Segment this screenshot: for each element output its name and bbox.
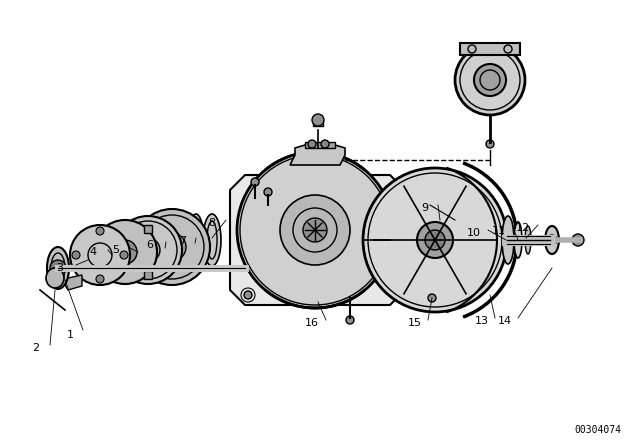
- Ellipse shape: [525, 226, 531, 254]
- Bar: [305, 142, 335, 148]
- Bar: [143, 225, 152, 233]
- Text: 7: 7: [179, 236, 187, 246]
- Circle shape: [346, 316, 354, 324]
- Circle shape: [428, 294, 436, 302]
- Circle shape: [96, 275, 104, 283]
- Circle shape: [417, 222, 453, 258]
- Circle shape: [134, 209, 210, 285]
- Circle shape: [321, 140, 329, 148]
- Bar: [460, 43, 520, 55]
- Circle shape: [547, 235, 557, 245]
- Polygon shape: [230, 175, 405, 305]
- Circle shape: [363, 168, 507, 312]
- Ellipse shape: [203, 214, 221, 266]
- Text: 10: 10: [467, 228, 481, 238]
- Circle shape: [251, 178, 259, 186]
- Circle shape: [237, 152, 393, 308]
- Text: 16: 16: [305, 318, 319, 328]
- Circle shape: [114, 216, 182, 284]
- Text: 8: 8: [209, 218, 216, 228]
- Ellipse shape: [188, 214, 204, 270]
- Text: 6: 6: [147, 240, 154, 250]
- Text: 11: 11: [492, 226, 506, 236]
- Polygon shape: [65, 275, 82, 290]
- Circle shape: [308, 140, 316, 148]
- Ellipse shape: [514, 222, 522, 258]
- Circle shape: [72, 251, 80, 259]
- Text: 13: 13: [475, 316, 489, 326]
- Bar: [99, 225, 106, 233]
- Bar: [313, 121, 323, 126]
- Circle shape: [158, 233, 186, 261]
- Text: 2: 2: [33, 343, 40, 353]
- Text: 3: 3: [56, 263, 63, 273]
- Text: 15: 15: [408, 318, 422, 328]
- Ellipse shape: [47, 247, 69, 289]
- Circle shape: [70, 225, 130, 285]
- Circle shape: [425, 230, 445, 250]
- Circle shape: [96, 227, 104, 235]
- Text: 5: 5: [113, 245, 120, 255]
- Bar: [99, 271, 106, 279]
- Circle shape: [572, 234, 584, 246]
- Circle shape: [474, 64, 506, 96]
- Circle shape: [303, 218, 327, 242]
- Circle shape: [93, 220, 157, 284]
- Circle shape: [486, 140, 494, 148]
- Circle shape: [244, 291, 252, 299]
- Text: 12: 12: [516, 223, 530, 233]
- Text: 14: 14: [498, 316, 512, 326]
- Circle shape: [50, 260, 66, 276]
- Circle shape: [455, 45, 525, 115]
- Text: 9: 9: [421, 203, 429, 213]
- Ellipse shape: [545, 226, 559, 254]
- Text: 00304074: 00304074: [575, 425, 621, 435]
- Polygon shape: [290, 145, 345, 165]
- Text: 1: 1: [67, 330, 74, 340]
- Circle shape: [136, 238, 160, 262]
- Circle shape: [280, 195, 350, 265]
- Ellipse shape: [502, 216, 514, 264]
- Circle shape: [264, 188, 272, 196]
- Circle shape: [120, 251, 128, 259]
- Circle shape: [312, 114, 324, 126]
- Text: 4: 4: [90, 247, 97, 257]
- Bar: [143, 271, 152, 279]
- Circle shape: [113, 240, 137, 264]
- Ellipse shape: [46, 268, 64, 288]
